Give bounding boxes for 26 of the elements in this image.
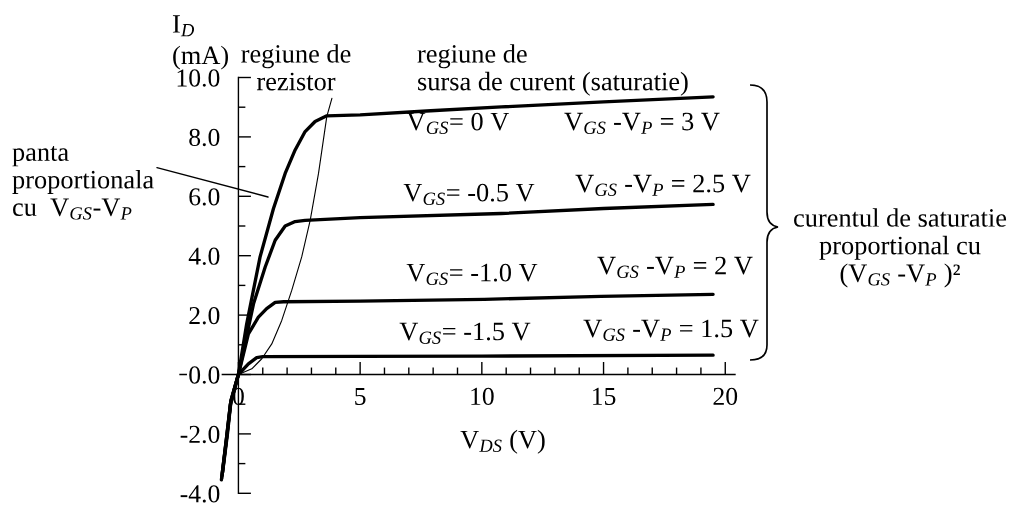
series-label: V$_{GS}$= 0 V [406,112,510,135]
text: curentul de saturatie proportional cu (V$_{GS}$ -V$_{P}$ )² [794,208,1007,288]
x-axis-title: V$_{DS}$ (V) [460,429,545,454]
y-tick-label: 6.0 [189,188,220,206]
y-tick-label: -2.0 [180,425,220,444]
annotation: regiune de rezistor [241,44,351,91]
text: panta proportionala cu V$_{GS}$-V$_{P}$ [12,145,154,220]
annotation: V$_{GS}$ -V$_{P}$ = 1.5 V [583,319,759,341]
annotation: V$_{GS}$ -V$_{P}$ = 3 V [564,112,720,134]
y-tick-label: 4.0 [188,247,220,265]
series-label: V$_{GS}$= -1.5 V [399,322,531,344]
x-tick-label: 10 [471,387,494,406]
annotation: V$_{GS}$ -V$_{P}$ = 2 V [597,256,753,278]
x-tick-label: 5 [355,388,366,406]
x-tick-label: 15 [592,387,616,406]
y-axis-title: I$_{D}$ (mA) [172,15,228,70]
y-tick-label: 10.0 [177,69,220,87]
y-tick-label: -4.0 [180,485,220,503]
y-tick-label: 8.0 [189,128,220,147]
y-tick-label: 0.0 [189,366,220,384]
x-tick-label: 20 [713,387,738,406]
series-label: V$_{GS}$= -0.5 V [403,183,535,206]
annotation: regiune de sursa de curent (saturatie) [417,44,688,96]
annotation: V$_{GS}$ -V$_{P}$ = 2.5 V [575,174,751,196]
y-tick-label: 2.0 [189,306,220,325]
series-label: V$_{GS}$= -1.0 V [406,263,538,286]
